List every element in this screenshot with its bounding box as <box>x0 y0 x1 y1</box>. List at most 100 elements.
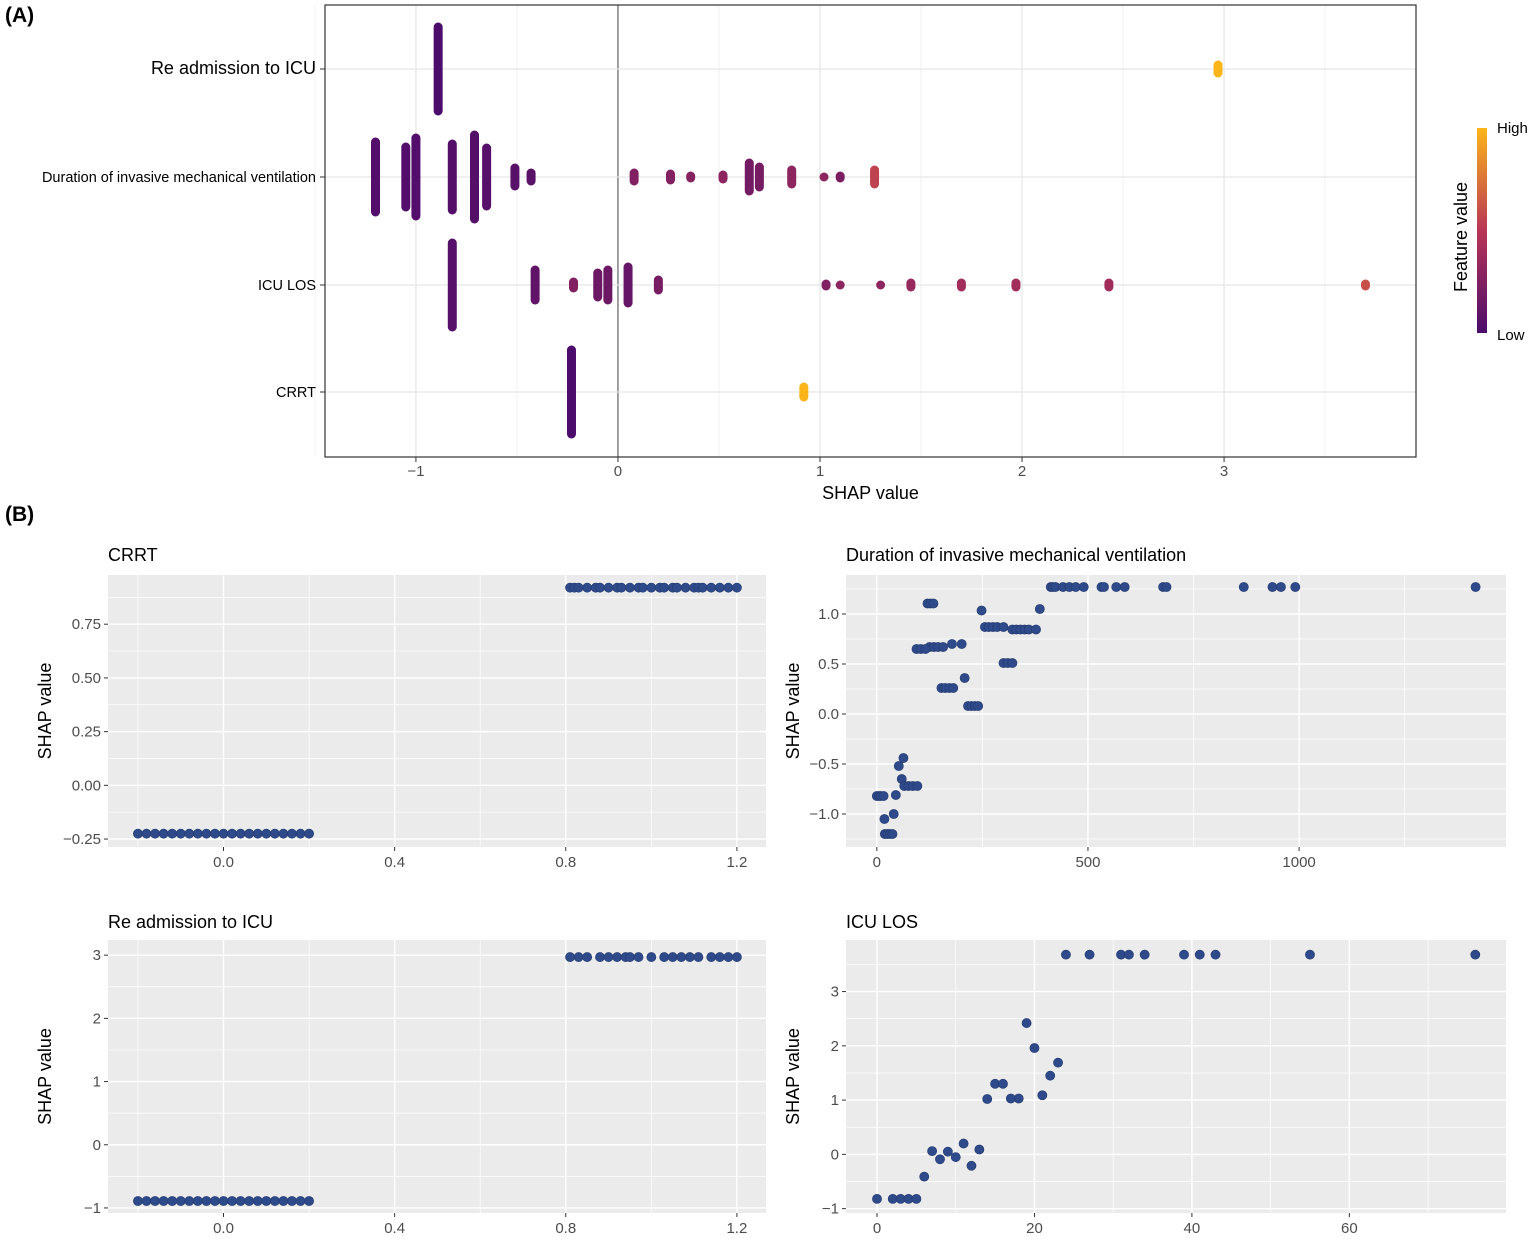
y-tick-label: −1 <box>822 1201 839 1218</box>
data-point <box>150 1196 160 1206</box>
x-tick-label: 3 <box>1220 463 1228 480</box>
data-point <box>235 828 246 839</box>
data-point <box>201 828 212 839</box>
y-tick-label: Re admission to ICU <box>151 58 316 78</box>
y-tick-label: 0 <box>831 1146 839 1163</box>
data-point <box>973 701 984 711</box>
data-point <box>1210 949 1221 960</box>
data-point <box>175 828 186 839</box>
panel-title: ICU LOS <box>846 912 918 932</box>
x-axis-title: SHAP value <box>822 483 919 503</box>
data-point <box>942 1146 953 1157</box>
data-point <box>167 1196 178 1206</box>
data-point <box>150 828 160 839</box>
data-point <box>252 1196 263 1206</box>
y-tick-label: 0.0 <box>818 706 839 723</box>
data-point <box>167 828 178 839</box>
data-point <box>714 952 725 962</box>
data-point <box>625 582 635 593</box>
data-point <box>935 1154 945 1165</box>
y-tick-label: ICU LOS <box>258 278 316 294</box>
data-point <box>1053 1057 1063 1068</box>
data-point <box>1013 1093 1024 1104</box>
y-tick-label: 3 <box>93 947 101 964</box>
data-point <box>1238 582 1249 592</box>
data-point <box>235 1196 246 1206</box>
data-point <box>295 1196 306 1206</box>
x-tick-label: 0.8 <box>555 1220 576 1237</box>
data-point <box>878 791 889 801</box>
data-point <box>1276 582 1286 592</box>
x-tick-label: 0.4 <box>384 1220 405 1237</box>
panel-title: Duration of invasive mechanical ventilat… <box>846 545 1186 565</box>
data-point <box>218 1196 229 1206</box>
data-point <box>680 582 691 593</box>
y-tick-label: 1 <box>93 1074 101 1091</box>
data-point <box>1061 949 1071 960</box>
y-tick-label: Duration of invasive mechanical ventilat… <box>42 170 316 186</box>
x-tick-label: 0 <box>873 1220 881 1237</box>
data-point <box>919 1171 930 1182</box>
data-point <box>1029 1043 1040 1053</box>
x-tick-label: 0.0 <box>213 854 234 871</box>
panel-label-b: (B) <box>5 503 34 526</box>
data-point <box>966 1160 977 1171</box>
data-point <box>1037 1090 1048 1101</box>
y-tick-label: 0.75 <box>72 616 101 633</box>
data-point <box>948 683 959 693</box>
x-tick-label: 20 <box>1026 1220 1043 1237</box>
data-point <box>959 673 970 683</box>
data-point <box>659 952 670 962</box>
panel-background <box>846 575 1506 847</box>
data-point <box>976 605 987 616</box>
data-point <box>958 1138 969 1149</box>
data-point <box>928 598 939 609</box>
data-point <box>158 828 169 839</box>
data-point <box>1111 582 1122 592</box>
data-point <box>573 952 584 962</box>
data-point <box>1099 582 1109 592</box>
x-tick-label: 500 <box>1075 854 1100 871</box>
dependence-plot-ventilation: 0 500 1000 −1.0 −0.5 0.0 0.5 1.0 Duration of inv… <box>783 545 1506 871</box>
data-point <box>244 828 255 839</box>
data-point <box>912 781 923 791</box>
x-tick-label: 2 <box>1018 463 1026 480</box>
data-point <box>920 644 931 654</box>
data-point <box>227 828 237 839</box>
data-point <box>950 1152 961 1162</box>
data-point <box>184 828 195 839</box>
data-point <box>210 1196 220 1206</box>
data-point <box>974 1144 985 1155</box>
data-point <box>278 1196 289 1206</box>
data-point <box>1007 658 1018 668</box>
data-point <box>1119 582 1130 592</box>
data-point <box>1267 582 1278 592</box>
data-point <box>1470 582 1481 592</box>
data-point <box>693 952 704 962</box>
y-tick-label: 1.0 <box>818 606 839 623</box>
data-point <box>998 622 1009 632</box>
data-point <box>218 828 229 839</box>
data-point <box>887 829 898 839</box>
data-point <box>141 1196 152 1206</box>
dependence-plot-readmission: 0.0 0.4 0.8 1.2 −1 0 1 2 3 Re admission to ICU SHA… <box>35 912 766 1237</box>
panel-title: CRRT <box>108 545 158 565</box>
data-point <box>872 1193 882 1204</box>
data-point <box>192 828 203 839</box>
data-point <box>1139 949 1150 960</box>
data-point <box>175 1196 186 1206</box>
legend-title: Feature value <box>1451 182 1471 292</box>
data-point <box>269 1196 280 1206</box>
data-point <box>141 828 152 839</box>
data-point <box>956 639 967 649</box>
data-point <box>184 1196 195 1206</box>
y-axis-title: SHAP value <box>783 663 803 760</box>
x-tick-label: 1.2 <box>726 854 747 871</box>
data-point <box>565 952 575 962</box>
legend-low: Low <box>1497 327 1525 344</box>
y-tick-label: −0.25 <box>63 831 101 848</box>
y-tick-label: 0.5 <box>818 656 839 673</box>
data-point <box>603 582 614 593</box>
data-point <box>201 1196 212 1206</box>
